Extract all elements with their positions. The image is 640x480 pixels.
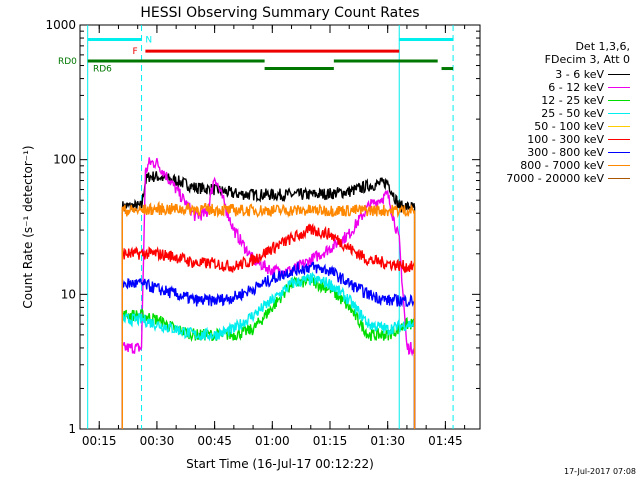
legend-label: 12 - 25 keV xyxy=(541,94,604,107)
legend-swatch xyxy=(608,178,630,179)
legend-item: 300 - 800 keV xyxy=(527,146,630,159)
x-tick-label: 00:30 xyxy=(140,434,175,448)
legend-label: 25 - 50 keV xyxy=(541,107,604,120)
legend-item: 7000 - 20000 keV xyxy=(506,172,630,185)
series-800-7000-kev xyxy=(121,200,416,429)
x-tick-label: 01:15 xyxy=(313,434,348,448)
y-tick-label: 100 xyxy=(53,153,76,167)
series-12-25-kev xyxy=(121,275,416,429)
flag-label-n: N xyxy=(145,36,152,46)
legend-label: 3 - 6 keV xyxy=(555,68,604,81)
y-axis-label: Count Rate (s⁻¹ detector⁻¹) xyxy=(21,145,35,308)
flag-label-rd0: RD0 xyxy=(58,57,77,67)
legend-header: Det 1,3,6, FDecim 3, Att 0 xyxy=(545,40,630,66)
legend-swatch xyxy=(608,100,630,101)
x-tick-label: 01:30 xyxy=(370,434,405,448)
legend-swatch xyxy=(608,152,630,153)
legend-label: 800 - 7000 keV xyxy=(520,159,604,172)
x-tick-label: 00:45 xyxy=(197,434,232,448)
legend-swatch xyxy=(608,165,630,166)
chart-title: HESSI Observing Summary Count Rates xyxy=(140,5,419,21)
legend-swatch xyxy=(608,74,630,75)
legend-label: 50 - 100 keV xyxy=(534,120,604,133)
flag-label-rd6: RD6 xyxy=(93,65,112,75)
legend-swatch xyxy=(608,139,630,140)
y-tick-label: 1 xyxy=(68,422,76,436)
timestamp: 17-Jul-2017 07:08 xyxy=(563,467,636,476)
legend-item: 3 - 6 keV xyxy=(555,68,630,81)
series-300-800-kev xyxy=(121,261,416,429)
x-tick-label: 00:15 xyxy=(82,434,117,448)
plot-frame xyxy=(79,24,481,430)
legend-item: 6 - 12 keV xyxy=(548,81,630,94)
legend-swatch xyxy=(608,113,630,114)
x-tick-label: 01:45 xyxy=(428,434,463,448)
legend-item: 25 - 50 keV xyxy=(541,107,630,120)
x-axis-label: Start Time (16-Jul-17 00:12:22) xyxy=(186,457,374,471)
legend-item: 50 - 100 keV xyxy=(534,120,630,133)
legend-label: 300 - 800 keV xyxy=(527,146,604,159)
legend-label: 7000 - 20000 keV xyxy=(506,172,604,185)
plot-area: 1 10 100 1000 00:15 00:30 00:45 01:00 01:15 01:30… xyxy=(45,18,481,448)
series-100-300-kev xyxy=(121,222,416,429)
legend-label: 100 - 300 keV xyxy=(527,133,604,146)
series-25-50-kev xyxy=(121,271,416,429)
y-tick-label: 1000 xyxy=(45,18,76,32)
legend-item: 100 - 300 keV xyxy=(527,133,630,146)
flag-label-f: F xyxy=(133,47,138,57)
x-tick-label: 01:00 xyxy=(255,434,290,448)
legend-swatch xyxy=(608,126,630,127)
legend-label: 6 - 12 keV xyxy=(548,81,604,94)
legend-swatch xyxy=(608,87,630,88)
legend-header-line-1: Det 1,3,6, xyxy=(575,40,630,53)
y-tick-label: 10 xyxy=(61,287,76,301)
legend-item: 800 - 7000 keV xyxy=(520,159,630,172)
legend-item: 12 - 25 keV xyxy=(541,94,630,107)
legend-header-line-2: FDecim 3, Att 0 xyxy=(544,53,630,66)
